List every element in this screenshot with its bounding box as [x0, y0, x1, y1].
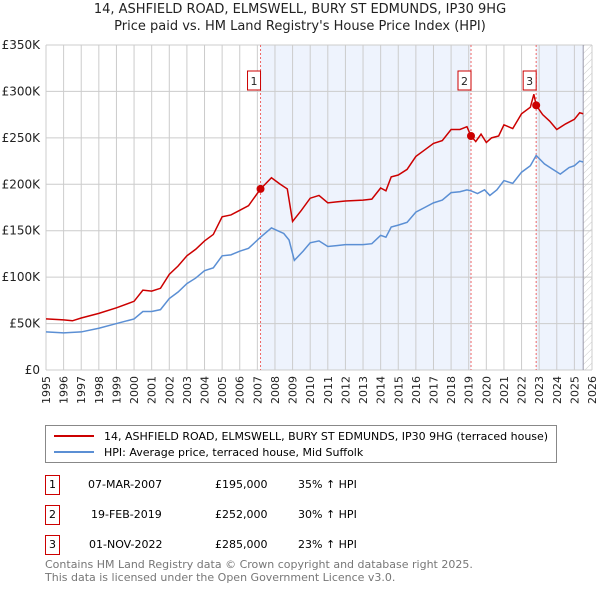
x-tick-label: 2022 — [516, 376, 529, 404]
sale-price: £285,000 — [215, 538, 268, 551]
sale-marker-label: 1 — [251, 75, 258, 88]
shaded-region — [536, 45, 584, 370]
x-tick-label: 2012 — [339, 376, 352, 404]
footer: Contains HM Land Registry data © Crown c… — [45, 558, 473, 584]
series-line — [45, 154, 584, 334]
x-tick-label: 2006 — [234, 376, 247, 404]
x-tick-label: 2013 — [357, 376, 370, 404]
legend-item-hpi: HPI: Average price, terraced house, Mid … — [54, 444, 548, 460]
sale-date: 07-MAR-2007 — [88, 478, 163, 491]
sale-row: 1 07-MAR-2007 £195,000 35% ↑ HPI — [45, 475, 545, 495]
x-tick-label: 2009 — [287, 376, 300, 404]
x-tick-label: 2016 — [410, 376, 423, 404]
x-tick-label: 2023 — [533, 376, 546, 404]
sale-hpi: 30% ↑ HPI — [298, 508, 357, 521]
sale-row: 3 01-NOV-2022 £285,000 23% ↑ HPI — [45, 535, 545, 555]
x-tick-label: 2002 — [163, 376, 176, 404]
x-tick-label: 2011 — [322, 376, 335, 404]
x-tick-label: 2019 — [463, 376, 476, 404]
x-tick-label: 2015 — [392, 376, 405, 404]
chart-subtitle: Price paid vs. HM Land Registry's House … — [114, 19, 486, 34]
y-tick-label: £100K — [2, 270, 42, 284]
x-tick-label: 2014 — [375, 376, 388, 404]
sale-hpi: 23% ↑ HPI — [298, 538, 357, 551]
x-tick-label: 2018 — [445, 376, 458, 404]
footer-line: This data is licensed under the Open Gov… — [45, 571, 396, 584]
sale-marker-label: 1 — [45, 475, 60, 495]
chart-title: 14, ASHFIELD ROAD, ELMSWELL, BURY ST EDM… — [93, 2, 507, 17]
sale-marker-box — [457, 70, 472, 91]
y-tick-label: £200K — [2, 177, 42, 191]
y-tick-label: £0 — [25, 363, 40, 377]
sale-marker-label: 3 — [45, 535, 60, 555]
x-tick-label: 1996 — [58, 376, 71, 404]
x-tick-label: 1997 — [75, 376, 88, 404]
sale-marker-box — [247, 70, 262, 91]
footer-line: Contains HM Land Registry data © Crown c… — [45, 558, 473, 571]
y-tick-label: £250K — [2, 131, 42, 145]
sale-point — [466, 132, 475, 140]
shaded-region — [260, 45, 471, 370]
x-tick-label: 1998 — [93, 376, 106, 404]
sale-marker-label: 2 — [461, 75, 468, 88]
x-tick-label: 1999 — [110, 376, 123, 404]
sale-row: 2 19-FEB-2019 £252,000 30% ↑ HPI — [45, 505, 545, 525]
sale-price: £252,000 — [215, 508, 268, 521]
series-line — [45, 94, 584, 322]
x-tick-label: 2017 — [427, 376, 440, 404]
sale-marker-label: 3 — [526, 75, 533, 88]
x-tick-label: 2010 — [304, 376, 317, 404]
legend-swatch-red — [54, 435, 94, 437]
x-tick-label: 2004 — [199, 376, 212, 404]
x-tick-label: 2007 — [251, 376, 264, 404]
y-tick-label: £50K — [9, 317, 41, 331]
legend-item-property: 14, ASHFIELD ROAD, ELMSWELL, BURY ST EDM… — [54, 428, 548, 444]
sale-marker-label: 2 — [45, 505, 60, 525]
x-tick-label: 2024 — [551, 376, 564, 404]
x-tick-label: 2025 — [568, 376, 581, 404]
x-tick-label: 2008 — [269, 376, 282, 404]
sale-point — [256, 184, 265, 193]
y-tick-label: £150K — [2, 224, 42, 238]
x-tick-label: 2000 — [128, 376, 141, 404]
x-tick-label: 2020 — [480, 376, 493, 404]
x-tick-label: 2005 — [216, 376, 229, 404]
legend: 14, ASHFIELD ROAD, ELMSWELL, BURY ST EDM… — [45, 425, 558, 463]
y-tick-label: £350K — [2, 38, 42, 52]
legend-label: HPI: Average price, terraced house, Mid … — [104, 445, 364, 459]
plot-area: 1995 1996 1997 1998 1999 2000 2001 2002 2003 2004… — [2, 38, 599, 404]
sale-date: 01-NOV-2022 — [89, 538, 163, 551]
x-tick-label: 2001 — [146, 376, 159, 404]
forecast-hatch — [583, 45, 592, 370]
x-tick-label: 1995 — [40, 376, 53, 404]
x-tick-label: 2021 — [498, 376, 511, 404]
x-tick-label: 2026 — [586, 376, 599, 404]
legend-swatch-blue — [54, 451, 94, 453]
sale-hpi: 35% ↑ HPI — [298, 478, 357, 491]
x-tick-label: 2003 — [181, 376, 194, 404]
sale-date: 19-FEB-2019 — [91, 508, 162, 521]
sale-point — [532, 101, 541, 110]
sale-price: £195,000 — [215, 478, 268, 491]
legend-label: 14, ASHFIELD ROAD, ELMSWELL, BURY ST EDM… — [104, 429, 549, 443]
sale-marker-box — [522, 70, 537, 91]
y-tick-label: £300K — [2, 84, 42, 98]
